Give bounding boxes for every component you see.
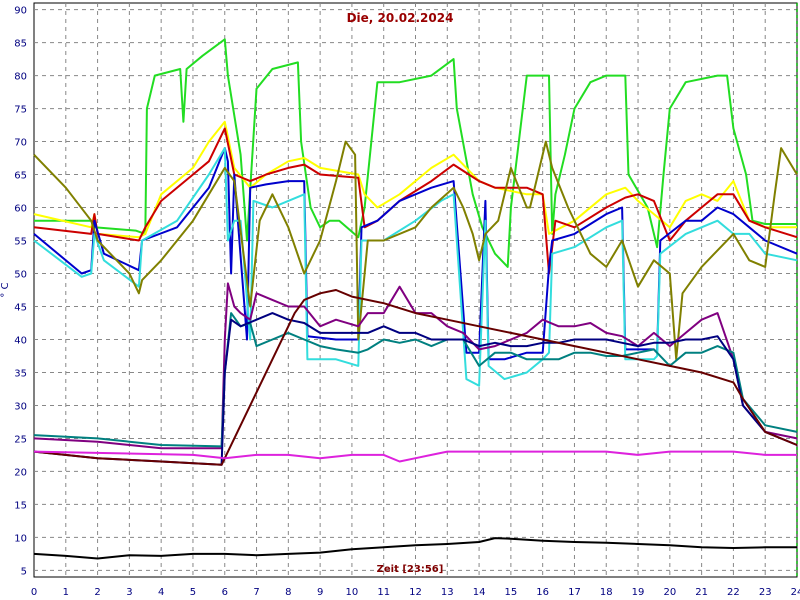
- y-tick-label: 40: [14, 335, 27, 346]
- y-tick-label: 20: [14, 467, 27, 478]
- x-tick-label: 0: [31, 587, 37, 598]
- series-line-6: [33, 140, 798, 361]
- x-tick-label: 2: [94, 587, 100, 598]
- x-tick-label: 20: [663, 587, 676, 598]
- plot-frame: [33, 2, 798, 578]
- y-tick-label: 10: [14, 533, 27, 544]
- y-tick-label: 55: [14, 237, 27, 248]
- y-tick-label: 70: [14, 138, 27, 149]
- x-tick-label: 1: [63, 587, 69, 598]
- y-tick-label: 85: [14, 39, 27, 50]
- series-line-5: [33, 147, 798, 387]
- series-line-11: [33, 450, 797, 463]
- y-tick-label: 75: [14, 105, 27, 116]
- series-line-12: [33, 537, 797, 560]
- x-tick-label: 24: [791, 587, 800, 598]
- y-tick-label: 15: [14, 500, 27, 511]
- x-tick-label: 21: [695, 587, 708, 598]
- x-tick-label: 3: [126, 587, 132, 598]
- y-tick-label: 90: [14, 6, 27, 17]
- x-tick-label: 4: [158, 587, 164, 598]
- y-axis-title: ° C: [0, 282, 11, 297]
- x-tick-label: 19: [632, 587, 645, 598]
- y-tick-label: 30: [14, 401, 27, 412]
- series-line-3: [33, 127, 798, 275]
- y-tick-label: 50: [14, 270, 27, 281]
- grid: [34, 3, 798, 577]
- x-tick-label: 22: [727, 587, 740, 598]
- series-lines: [33, 38, 798, 560]
- x-tick-label: 11: [377, 587, 390, 598]
- y-tick-label: 25: [14, 434, 27, 445]
- y-tick-label: 45: [14, 302, 27, 313]
- x-tick-label: 16: [536, 587, 549, 598]
- x-tick-label: 18: [600, 587, 613, 598]
- y-tick-label: 60: [14, 204, 27, 215]
- x-tick-label: 13: [441, 587, 454, 598]
- x-tick-label: 10: [346, 587, 359, 598]
- y-tick-label: 5: [21, 566, 27, 577]
- x-tick-label: 17: [568, 587, 581, 598]
- x-axis-title: Zeit [23:56]: [377, 564, 444, 575]
- y-tick-label: 65: [14, 171, 27, 182]
- x-tick-label: 5: [190, 587, 196, 598]
- x-tick-label: 15: [505, 587, 518, 598]
- x-tick-label: 8: [285, 587, 291, 598]
- x-tick-label: 7: [253, 587, 259, 598]
- y-tick-label: 35: [14, 368, 27, 379]
- series-line-9: [33, 312, 798, 466]
- x-tick-label: 9: [317, 587, 323, 598]
- y-tick-label: 80: [14, 72, 27, 83]
- axes: 0123456789101112131415161718192021222324…: [14, 6, 800, 598]
- chart-title: Die, 20.02.2024: [347, 11, 454, 25]
- series-line-2: [33, 120, 797, 239]
- x-tick-label: 6: [222, 587, 228, 598]
- series-line-1: [34, 38, 797, 268]
- x-tick-label: 23: [759, 587, 772, 598]
- series-line-7: [33, 282, 798, 450]
- x-tick-label: 14: [473, 587, 486, 598]
- x-tick-label: 12: [409, 587, 422, 598]
- series-line-10: [33, 289, 798, 466]
